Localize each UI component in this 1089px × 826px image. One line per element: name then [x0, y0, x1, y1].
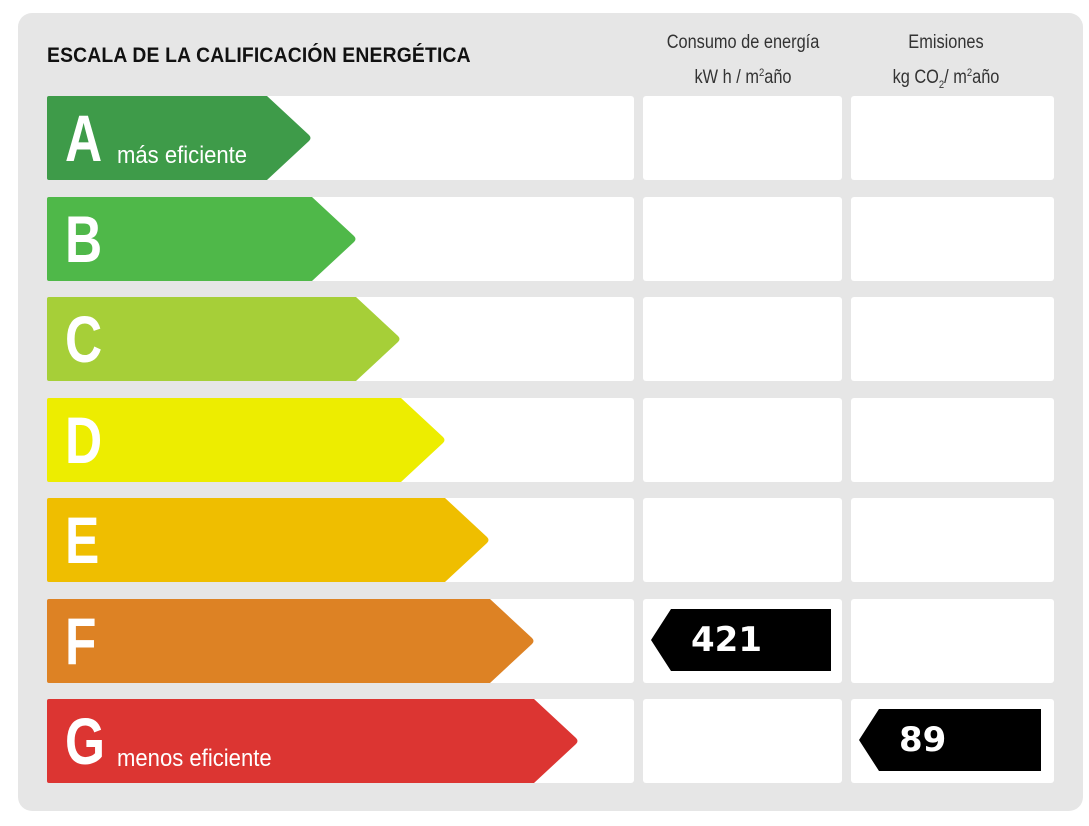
rating-arrow-shape-a — [47, 96, 311, 180]
rating-bar-d: D — [47, 398, 445, 482]
rating-arrow-shape-b — [47, 197, 356, 281]
energy-cell-a — [643, 96, 842, 180]
energy-marker-shape — [651, 609, 831, 671]
rating-arrow-shape-g — [47, 699, 578, 783]
rating-letter-b: B — [65, 202, 103, 276]
emissions-marker-shape — [859, 709, 1041, 771]
rating-letter-d: D — [65, 403, 103, 477]
rating-bar-f: F — [47, 599, 534, 683]
emissions-rating-value: 89 — [899, 720, 947, 760]
emissions-cell-a — [851, 96, 1054, 180]
emissions-cell-b — [851, 197, 1054, 281]
rating-letter-f: F — [65, 604, 97, 678]
scale-title: ESCALA DE LA CALIFICACIÓN ENERGÉTICA — [47, 44, 471, 67]
rating-letter-a: A — [65, 101, 103, 175]
energy-marker-arrow — [651, 609, 831, 671]
rating-bar-c: C — [47, 297, 400, 381]
rating-arrow-f — [47, 599, 534, 683]
rating-letter-c: C — [65, 302, 103, 376]
rating-arrow-shape-d — [47, 398, 445, 482]
energy-cell-g — [643, 699, 842, 783]
emissions-cell-d — [851, 398, 1054, 482]
rating-arrow-shape-c — [47, 297, 400, 381]
rating-bar-e: E — [47, 498, 489, 582]
rating-bar-b: B — [47, 197, 356, 281]
rating-arrow-c — [47, 297, 400, 381]
emissions-column-header: Emisiones kg CO2/ m2año — [864, 28, 1027, 100]
rating-arrow-a — [47, 96, 311, 180]
energy-header-unit: kW h / m2año — [694, 67, 792, 88]
rating-arrow-shape-e — [47, 498, 489, 582]
emissions-cell-f — [851, 599, 1054, 683]
energy-header-line1: Consumo de energía — [666, 32, 820, 53]
emissions-rating-marker: 89 — [859, 709, 1041, 771]
energy-cell-e — [643, 498, 842, 582]
emissions-cell-c — [851, 297, 1054, 381]
rating-letter-e: E — [65, 503, 100, 577]
rating-arrow-d — [47, 398, 445, 482]
energy-rating-marker: 421 — [651, 609, 831, 671]
emissions-marker-arrow — [859, 709, 1041, 771]
rating-arrow-e — [47, 498, 489, 582]
rating-arrow-g — [47, 699, 578, 783]
emissions-cell-e — [851, 498, 1054, 582]
rating-arrow-shape-f — [47, 599, 534, 683]
rating-caption-a: más eficiente — [117, 142, 248, 169]
energy-cell-d — [643, 398, 842, 482]
energy-column-header: Consumo de energía kW h / m2año — [657, 28, 829, 93]
emissions-header-unit: kg CO2/ m2año — [892, 67, 1000, 91]
rating-arrow-b — [47, 197, 356, 281]
emissions-header-line1: Emisiones — [908, 32, 984, 53]
energy-cell-b — [643, 197, 842, 281]
rating-letter-g: G — [65, 704, 106, 778]
energy-rating-value: 421 — [691, 620, 762, 660]
energy-cell-c — [643, 297, 842, 381]
rating-caption-g: menos eficiente — [117, 745, 272, 772]
